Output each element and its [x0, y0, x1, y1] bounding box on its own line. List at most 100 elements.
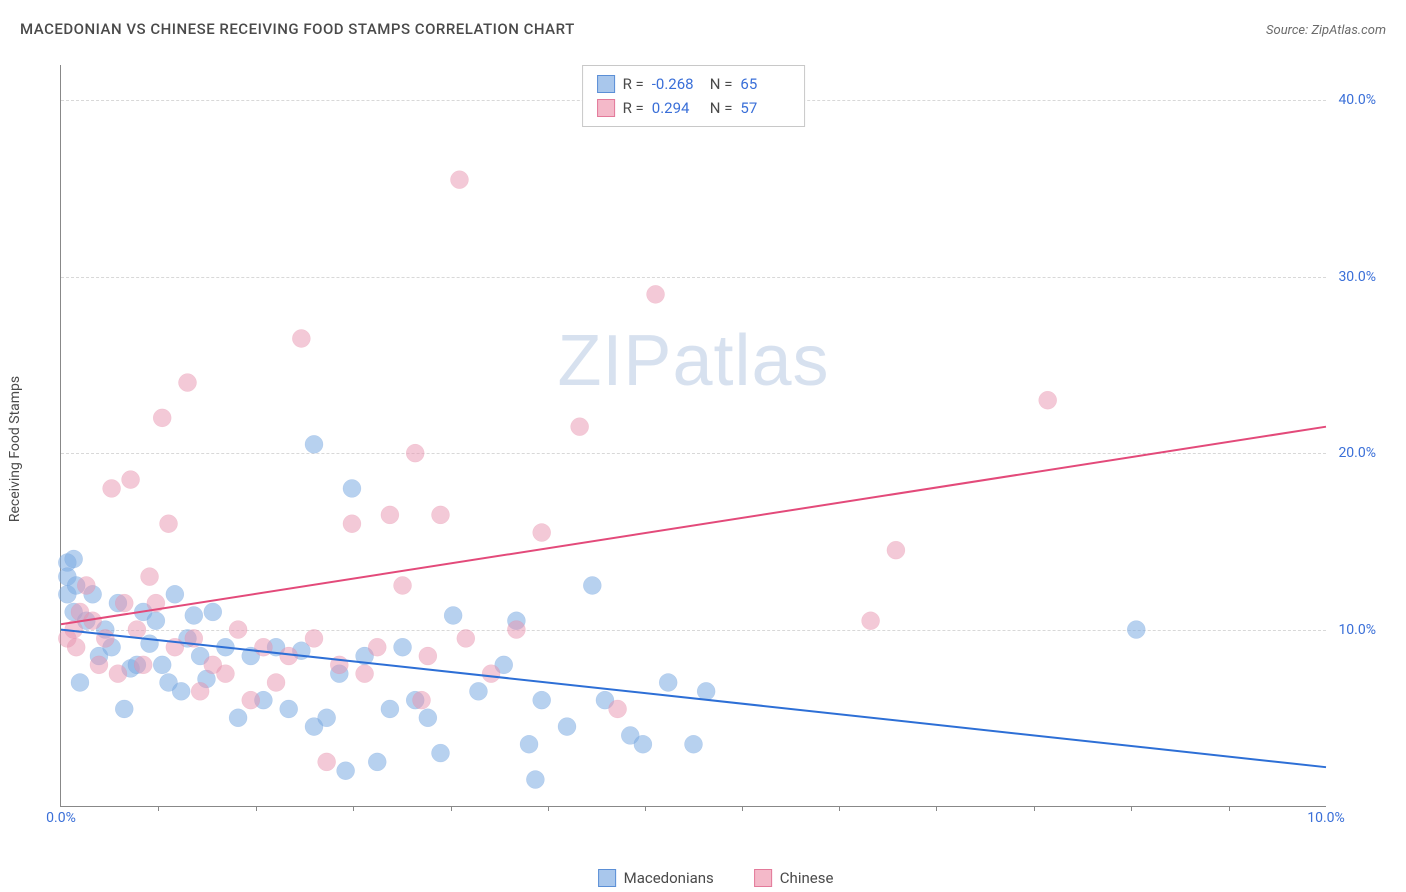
data-point	[172, 682, 190, 700]
data-point	[432, 744, 450, 762]
legend-label: Macedonians	[624, 869, 714, 887]
data-point	[229, 709, 247, 727]
data-point	[394, 638, 412, 656]
data-point	[141, 635, 159, 653]
legend-item: Chinese	[754, 869, 834, 887]
legend-row: R = -0.268 N = 65	[597, 72, 791, 96]
r-value: -0.268	[652, 72, 702, 96]
data-point	[115, 594, 133, 612]
data-point	[1127, 621, 1145, 639]
x-tick	[1229, 806, 1230, 811]
data-point	[419, 647, 437, 665]
data-point	[179, 374, 197, 392]
x-tick	[839, 806, 840, 811]
data-point	[533, 691, 551, 709]
data-point	[394, 576, 412, 594]
data-point	[96, 629, 114, 647]
data-point	[583, 576, 601, 594]
stats-legend: R = -0.268 N = 65 R = 0.294 N = 57	[582, 65, 806, 127]
legend-swatch	[597, 99, 615, 117]
data-point	[305, 629, 323, 647]
r-label: R =	[623, 96, 644, 120]
data-point	[318, 753, 336, 771]
data-point	[141, 568, 159, 586]
data-point	[318, 709, 336, 727]
data-point	[242, 691, 260, 709]
data-point	[337, 762, 355, 780]
x-tick	[451, 806, 452, 811]
data-point	[115, 700, 133, 718]
n-value: 65	[740, 72, 790, 96]
data-point	[862, 612, 880, 630]
data-point	[450, 171, 468, 189]
data-point	[368, 638, 386, 656]
data-point	[90, 656, 108, 674]
data-point	[103, 479, 121, 497]
chart-title: MACEDONIAN VS CHINESE RECEIVING FOOD STA…	[20, 20, 575, 38]
data-point	[71, 674, 89, 692]
x-tick	[353, 806, 354, 811]
n-label: N =	[710, 72, 733, 96]
data-point	[457, 629, 475, 647]
data-point	[280, 647, 298, 665]
data-point	[659, 674, 677, 692]
data-point	[166, 585, 184, 603]
data-point	[469, 682, 487, 700]
data-point	[406, 444, 424, 462]
legend-swatch	[597, 75, 615, 93]
y-tick-label: 10.0%	[1331, 622, 1376, 638]
data-point	[204, 603, 222, 621]
x-tick-label: 10.0%	[1307, 810, 1345, 826]
data-point	[647, 285, 665, 303]
data-point	[571, 418, 589, 436]
data-point	[134, 656, 152, 674]
data-point	[267, 674, 285, 692]
x-tick	[645, 806, 646, 811]
x-tick	[548, 806, 549, 811]
data-point	[419, 709, 437, 727]
data-point	[343, 515, 361, 533]
x-tick	[1034, 806, 1035, 811]
data-point	[432, 506, 450, 524]
data-point	[381, 506, 399, 524]
data-point	[1039, 391, 1057, 409]
data-point	[280, 700, 298, 718]
data-point	[147, 612, 165, 630]
source-attribution: Source: ZipAtlas.com	[1266, 23, 1386, 38]
data-point	[67, 638, 85, 656]
legend-row: R = 0.294 N = 57	[597, 96, 791, 120]
legend-swatch	[754, 869, 772, 887]
data-point	[533, 524, 551, 542]
data-point	[482, 665, 500, 683]
data-point	[65, 550, 83, 568]
data-point	[413, 691, 431, 709]
data-point	[77, 576, 95, 594]
x-tick	[1131, 806, 1132, 811]
data-point	[381, 700, 399, 718]
data-point	[685, 735, 703, 753]
plot-area: R =-0.268N =65R =0.294N =57 ZIPatlas 10.…	[60, 65, 1326, 807]
data-point	[558, 718, 576, 736]
data-point	[160, 515, 178, 533]
r-value: 0.294	[652, 96, 702, 120]
data-point	[191, 682, 209, 700]
data-point	[254, 638, 272, 656]
n-value: 57	[740, 96, 790, 120]
x-tick	[256, 806, 257, 811]
data-point	[887, 541, 905, 559]
data-point	[697, 682, 715, 700]
data-point	[305, 435, 323, 453]
data-point	[520, 735, 538, 753]
data-point	[128, 621, 146, 639]
data-point	[229, 621, 247, 639]
data-point	[343, 479, 361, 497]
data-point	[153, 656, 171, 674]
trend-line	[61, 427, 1326, 625]
data-point	[368, 753, 386, 771]
n-label: N =	[710, 96, 733, 120]
data-point	[153, 409, 171, 427]
data-point	[444, 606, 462, 624]
r-label: R =	[623, 72, 644, 96]
y-tick-label: 20.0%	[1331, 445, 1376, 461]
data-point	[216, 665, 234, 683]
